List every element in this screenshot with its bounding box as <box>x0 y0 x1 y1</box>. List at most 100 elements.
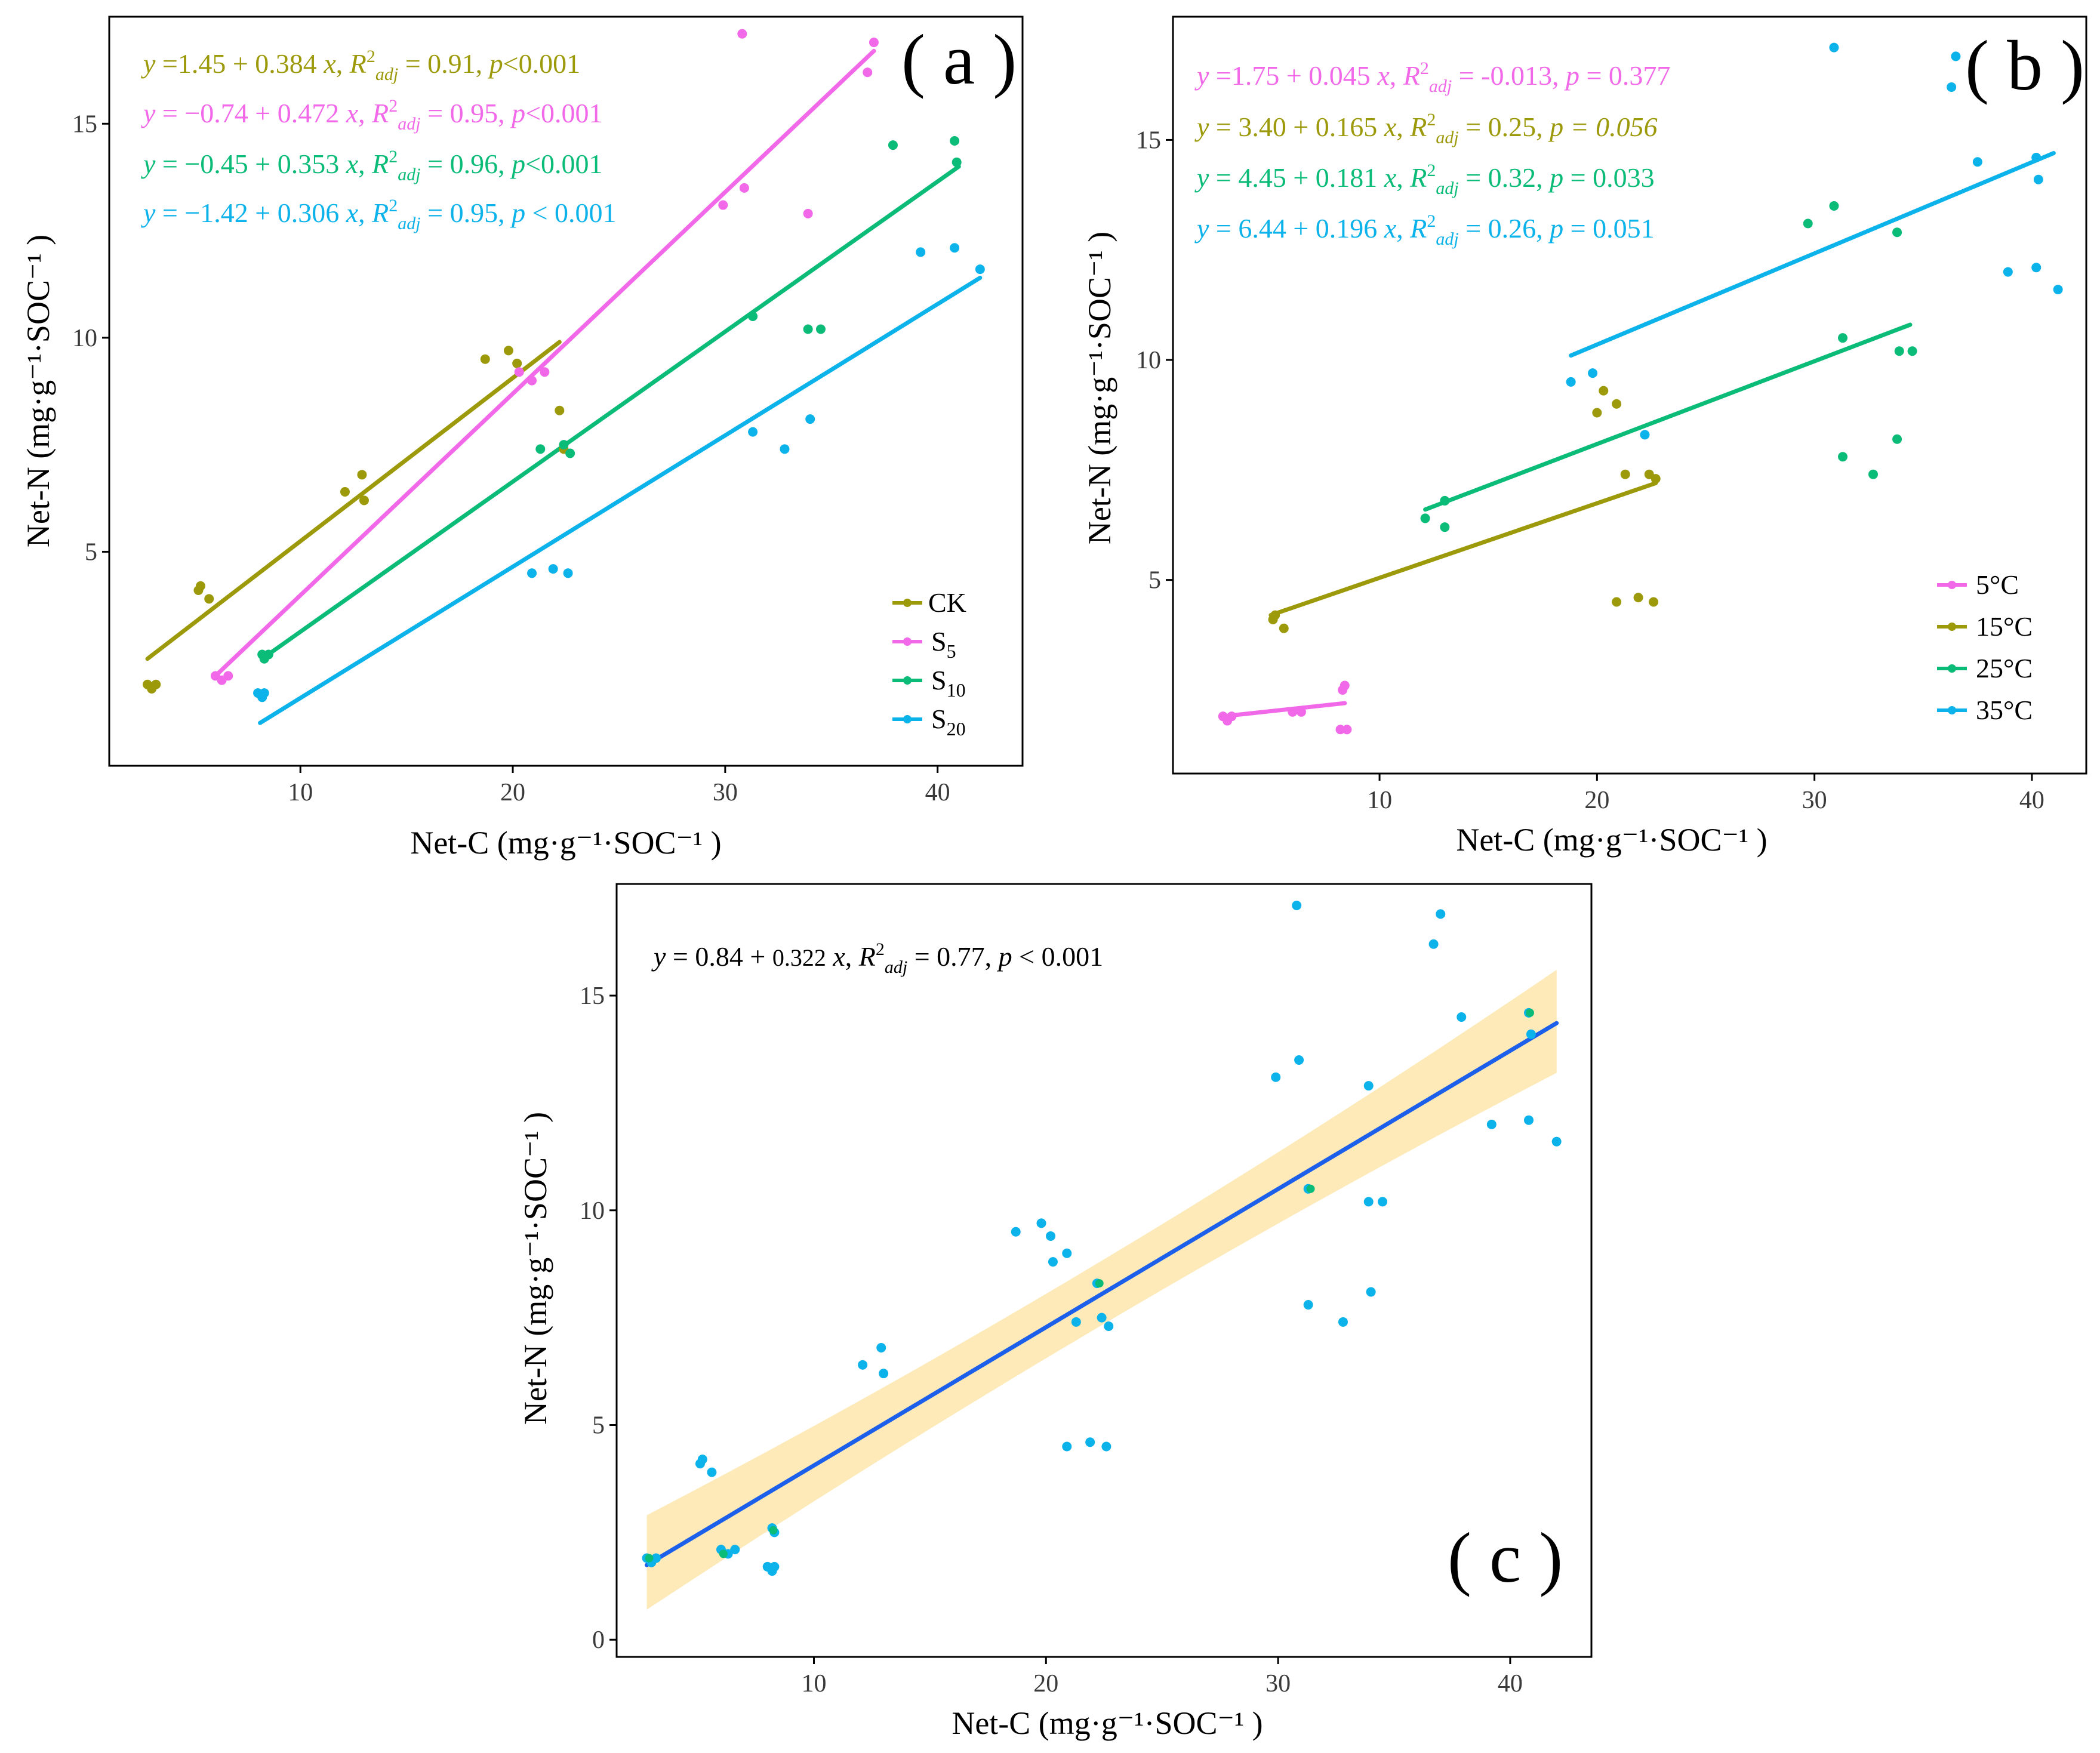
point-c-28 <box>1104 1321 1114 1332</box>
point-c-18 <box>1036 1218 1046 1228</box>
point-c-40 <box>1436 909 1446 919</box>
point-a-s20-6 <box>748 427 758 437</box>
y-tick-label-a-10: 10 <box>72 325 97 352</box>
point-a-ck-11 <box>512 358 522 368</box>
panel-c: 10 20 30 40 0 5 10 15 y = 0.84 + 0.322 x, R2adj… <box>518 883 1593 1741</box>
legend-a-s10-label: S10 <box>931 665 966 701</box>
fit-line-b-25c <box>1423 322 1913 512</box>
panel-a-equations: y =1.45 + 0.384 x, R2adj = 0.91, p<0.001… <box>141 47 617 233</box>
point-a-s5-7 <box>739 183 749 193</box>
point-a-s20-5 <box>563 568 573 578</box>
eq-s10: y = −0.45 + 0.353 x, R2adj = 0.96, p<0.0… <box>141 147 603 184</box>
y-tick-label-c-10: 10 <box>580 1197 605 1225</box>
legend-b-15c-label: 15°C <box>1976 611 2033 642</box>
x-tick-label-c-20: 20 <box>1033 1670 1058 1697</box>
fit-line-a-s20 <box>258 275 983 725</box>
point-b-15c-11 <box>1649 597 1659 607</box>
point-b-35c-9 <box>2003 267 2013 277</box>
x-tick-label-a-40: 40 <box>925 779 950 806</box>
point-b-5c-2 <box>1227 711 1237 722</box>
point-c-green-5 <box>1525 1008 1534 1017</box>
point-c-46 <box>1551 1136 1562 1147</box>
point-a-s10-10 <box>950 135 960 146</box>
point-a-s5-2 <box>223 671 233 681</box>
panel-a-label: ( a ) <box>901 20 1017 99</box>
point-b-25c-1 <box>1440 495 1450 506</box>
point-b-15c-9 <box>1612 597 1622 607</box>
y-tick-label-c-15: 15 <box>580 982 605 1010</box>
point-a-s20-7 <box>780 444 790 454</box>
point-a-s10-5 <box>565 448 575 458</box>
x-tick-label-a-10: 10 <box>288 779 313 806</box>
eq-35c: y = 6.44 + 0.196 x, R2adj = 0.26, p = 0.… <box>1194 211 1655 249</box>
panel-b: 10 20 30 40 5 10 15 y =1.75 + 0.045 x, R2adj =… <box>1082 16 2087 858</box>
point-b-35c-3 <box>1829 42 1839 53</box>
point-a-s10-9 <box>888 140 898 150</box>
point-c-25 <box>1071 1317 1081 1327</box>
point-b-35c-2 <box>1640 430 1650 440</box>
point-b-25c-11 <box>1892 434 1902 444</box>
point-c-8 <box>730 1545 740 1555</box>
point-a-s10-6 <box>748 312 758 321</box>
point-a-s10-8 <box>815 324 826 334</box>
x-tick-label-c-30: 30 <box>1265 1670 1291 1697</box>
legend-b-35c-dot <box>1948 706 1956 714</box>
y-tick-label-a-15: 15 <box>72 110 97 138</box>
point-b-35c-0 <box>1566 377 1576 387</box>
point-a-ck-8 <box>359 495 369 506</box>
point-a-s10-3 <box>535 444 546 454</box>
point-c-34 <box>1338 1317 1348 1327</box>
confidence-band <box>646 969 1557 1610</box>
point-c-35 <box>1366 1287 1376 1297</box>
y-tick-label-a-5: 5 <box>85 538 97 566</box>
eq-25c: y = 4.45 + 0.181 x, R2adj = 0.32, p = 0.… <box>1194 161 1655 198</box>
point-a-ck-10 <box>503 346 513 356</box>
x-axis-label-b: Net-C (mg·g⁻¹·SOC⁻¹ ) <box>1456 822 1767 858</box>
x-tick-label-b-40: 40 <box>2019 787 2044 814</box>
point-a-ck-7 <box>357 470 367 480</box>
x-axis-label-a: Net-C (mg·g⁻¹·SOC⁻¹ ) <box>410 825 721 861</box>
point-b-15c-3 <box>1592 408 1602 418</box>
point-a-s5-4 <box>527 375 537 386</box>
fit-line-b-15c <box>1268 480 1658 618</box>
point-c-11 <box>769 1561 780 1572</box>
panel-a-frame <box>108 16 1024 767</box>
panel-b-equations: y =1.75 + 0.045 x, R2adj = -0.013, p = 0… <box>1194 58 1670 249</box>
legend-b-5c-dot <box>1948 581 1956 589</box>
point-b-25c-7 <box>1894 346 1904 356</box>
x-axis-label-c: Net-C (mg·g⁻¹·SOC⁻¹ ) <box>952 1705 1263 1741</box>
legend-a-s5-dot <box>903 637 912 646</box>
point-b-15c-4 <box>1599 386 1609 396</box>
legend-b-5c-label: 5°C <box>1976 569 2019 600</box>
x-tick-label-b-20: 20 <box>1584 787 1609 814</box>
point-b-15c-8 <box>1651 474 1661 484</box>
point-a-s20-11 <box>975 264 985 275</box>
point-b-5c-4 <box>1296 707 1306 717</box>
eq-pooled: y = 0.84 + 0.322 x, R2adj = 0.77, p < 0.… <box>651 939 1103 977</box>
point-c-20 <box>1048 1257 1058 1267</box>
point-a-s10-11 <box>952 157 962 167</box>
fit-line-b-5c <box>1221 701 1347 719</box>
point-a-s20-9 <box>916 247 926 257</box>
panel-c-label: ( c ) <box>1448 1518 1563 1597</box>
y-tick-label-c-0: 0 <box>592 1626 605 1654</box>
point-b-35c-1 <box>1588 368 1598 378</box>
point-a-s5-6 <box>718 200 728 210</box>
fit-line-pooled <box>645 1021 1559 1567</box>
point-b-25c-3 <box>1803 218 1813 229</box>
fit-line-a-s5 <box>213 48 876 678</box>
point-a-s20-8 <box>805 414 815 424</box>
point-c-green-3 <box>1095 1279 1104 1288</box>
point-b-15c-2 <box>1279 623 1289 633</box>
y-axis-label-a: Net-N (mg·g⁻¹·SOC⁻¹ ) <box>20 235 56 547</box>
point-a-s20-2 <box>259 688 269 698</box>
point-a-s5-8 <box>737 29 747 39</box>
point-a-s5-3 <box>514 367 524 377</box>
point-b-25c-9 <box>1838 452 1847 462</box>
legend-a: CK S5 S10 S20 <box>892 587 966 740</box>
point-a-s20-4 <box>548 564 558 574</box>
point-c-2 <box>651 1553 661 1563</box>
x-tick-label-a-20: 20 <box>500 779 525 806</box>
point-a-ck-2 <box>151 679 161 689</box>
point-b-25c-6 <box>1838 333 1847 343</box>
